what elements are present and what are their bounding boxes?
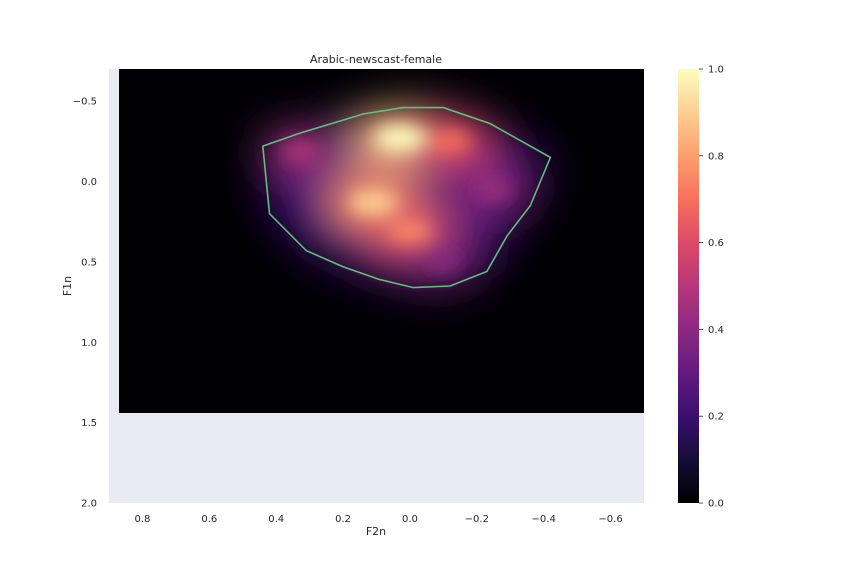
y-axis: −0.5 0.0 0.5 1.0 1.5 2.0	[73, 97, 97, 510]
y-tick-label: 2.0	[81, 499, 97, 510]
x-axis: 0.8 0.6 0.4 0.2 0.0 −0.2 −0.4 −0.6	[134, 514, 622, 525]
y-tick-label: 1.5	[81, 418, 97, 429]
colorbar-tick-label: 0.6	[708, 238, 724, 249]
heatmap	[119, 69, 644, 413]
density-peak-core	[428, 130, 472, 153]
x-tick-label: −0.2	[465, 514, 489, 525]
density-peak-core	[281, 141, 318, 161]
colorbar	[678, 69, 699, 503]
x-tick-label: −0.6	[598, 514, 622, 525]
colorbar-tick-label: 0.4	[708, 325, 724, 336]
colorbar-ticks: 0.0 0.2 0.4 0.6 0.8 1.0	[699, 65, 724, 510]
x-tick-label: 0.4	[268, 514, 284, 525]
x-axis-label: F2n	[366, 525, 386, 538]
x-tick-label: 0.6	[201, 514, 217, 525]
density-peak-core	[387, 220, 432, 243]
density-peak-core	[373, 125, 426, 152]
x-tick-label: −0.4	[532, 514, 556, 525]
colorbar-tick-label: 0.0	[708, 499, 724, 510]
density-peak-core	[348, 190, 398, 215]
y-tick-label: −0.5	[73, 97, 97, 108]
y-tick-label: 0.0	[81, 177, 97, 188]
density-peak-core	[476, 180, 511, 199]
contour-line	[261, 106, 552, 289]
x-tick-label: 0.2	[335, 514, 351, 525]
x-tick-label: 0.8	[134, 514, 150, 525]
x-tick-label: 0.0	[402, 514, 418, 525]
colorbar-tick-label: 0.8	[708, 151, 724, 162]
colorbar-tick-label: 0.2	[708, 412, 724, 423]
chart-title: Arabic-newscast-female	[310, 53, 442, 66]
colorbar-tick-label: 1.0	[708, 65, 724, 76]
y-axis-label: F1n	[61, 276, 74, 296]
density-peak-core	[426, 253, 460, 271]
y-tick-label: 0.5	[81, 257, 97, 268]
y-tick-label: 1.0	[81, 338, 97, 349]
